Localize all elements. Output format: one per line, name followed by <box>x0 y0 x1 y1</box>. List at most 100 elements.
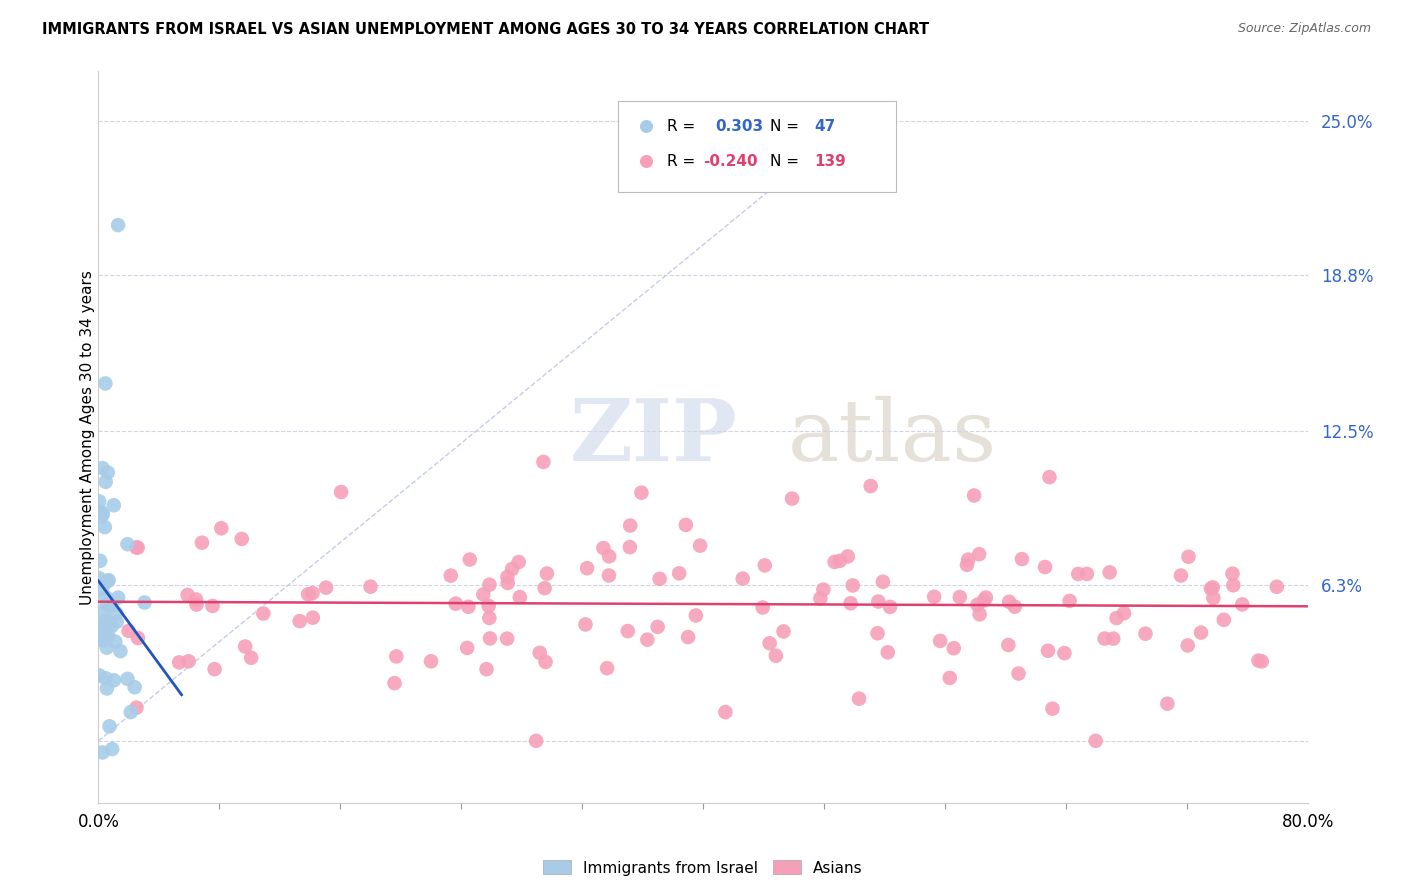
Point <box>1053 646 1076 660</box>
Point <box>97 466 120 480</box>
Point <box>998 595 1021 609</box>
Point <box>1033 560 1056 574</box>
Point <box>204 662 226 676</box>
Point <box>824 555 846 569</box>
Point <box>531 455 554 469</box>
Point <box>94 591 117 605</box>
Point <box>765 648 787 663</box>
Text: 47: 47 <box>814 119 835 134</box>
Point <box>534 655 557 669</box>
Point <box>91 746 114 760</box>
Text: ZIP: ZIP <box>569 395 738 479</box>
Point <box>848 691 870 706</box>
Point <box>475 662 498 676</box>
Point <box>876 645 898 659</box>
Text: 0.303: 0.303 <box>716 119 763 134</box>
Point <box>233 640 256 654</box>
Point <box>420 654 443 668</box>
Point <box>125 541 148 555</box>
Point <box>496 576 519 591</box>
Point <box>949 590 972 604</box>
Point <box>879 599 901 614</box>
Point <box>87 571 110 585</box>
Point <box>478 577 501 591</box>
Point <box>167 656 190 670</box>
Point <box>1067 566 1090 581</box>
Point <box>1135 626 1157 640</box>
Point <box>1250 654 1272 668</box>
Point <box>496 570 519 584</box>
Point <box>252 607 274 621</box>
Point <box>478 599 501 613</box>
Point <box>841 578 863 592</box>
Point <box>107 218 129 232</box>
Point <box>1102 632 1125 646</box>
Point <box>751 600 773 615</box>
Point <box>859 479 882 493</box>
Point <box>957 552 980 566</box>
Text: atlas: atlas <box>787 395 997 479</box>
Point <box>1189 625 1212 640</box>
Point <box>1232 598 1254 612</box>
Point <box>1202 581 1225 595</box>
Point <box>456 640 478 655</box>
Point <box>184 592 207 607</box>
Y-axis label: Unemployment Among Ages 30 to 34 years: Unemployment Among Ages 30 to 34 years <box>80 269 94 605</box>
Point <box>1177 549 1199 564</box>
Point <box>90 505 112 519</box>
Point <box>93 615 115 630</box>
Point <box>956 558 979 572</box>
Legend: Immigrants from Israel, Asians: Immigrants from Israel, Asians <box>537 855 869 881</box>
Point <box>536 566 558 581</box>
Point <box>103 498 125 512</box>
Point <box>101 619 124 633</box>
Point <box>1105 611 1128 625</box>
Point <box>117 672 139 686</box>
Point <box>1222 566 1244 581</box>
Point <box>574 617 596 632</box>
Point <box>938 671 960 685</box>
Point <box>478 611 501 625</box>
Point <box>105 606 128 620</box>
Point <box>1170 568 1192 582</box>
Point <box>384 676 406 690</box>
Point <box>676 630 699 644</box>
Point <box>1042 701 1064 715</box>
Point <box>973 593 995 607</box>
Point <box>1098 566 1121 580</box>
Point <box>997 638 1019 652</box>
Point <box>648 572 671 586</box>
Point <box>117 624 139 638</box>
Point <box>97 573 120 587</box>
Point <box>134 595 156 609</box>
Point <box>288 614 311 628</box>
Point <box>444 597 467 611</box>
Point <box>1007 666 1029 681</box>
Point <box>1076 566 1098 581</box>
Point <box>110 644 132 658</box>
Point <box>93 625 115 640</box>
Point <box>91 461 114 475</box>
Point <box>98 719 121 733</box>
Point <box>929 634 952 648</box>
Point <box>596 661 619 675</box>
Point <box>127 631 149 645</box>
Point <box>1084 734 1107 748</box>
Point <box>501 562 523 576</box>
Point <box>808 591 831 606</box>
Point <box>617 624 640 638</box>
Point <box>1199 582 1222 596</box>
Point <box>107 591 129 605</box>
Point <box>96 640 118 655</box>
Point <box>1247 654 1270 668</box>
Point <box>96 598 118 612</box>
Point <box>630 485 652 500</box>
Point <box>472 587 495 601</box>
FancyBboxPatch shape <box>619 101 897 192</box>
Point <box>96 574 118 589</box>
Point <box>598 549 620 564</box>
Point <box>103 673 125 688</box>
Point <box>104 634 127 648</box>
Point <box>508 555 530 569</box>
Point <box>1094 632 1116 646</box>
